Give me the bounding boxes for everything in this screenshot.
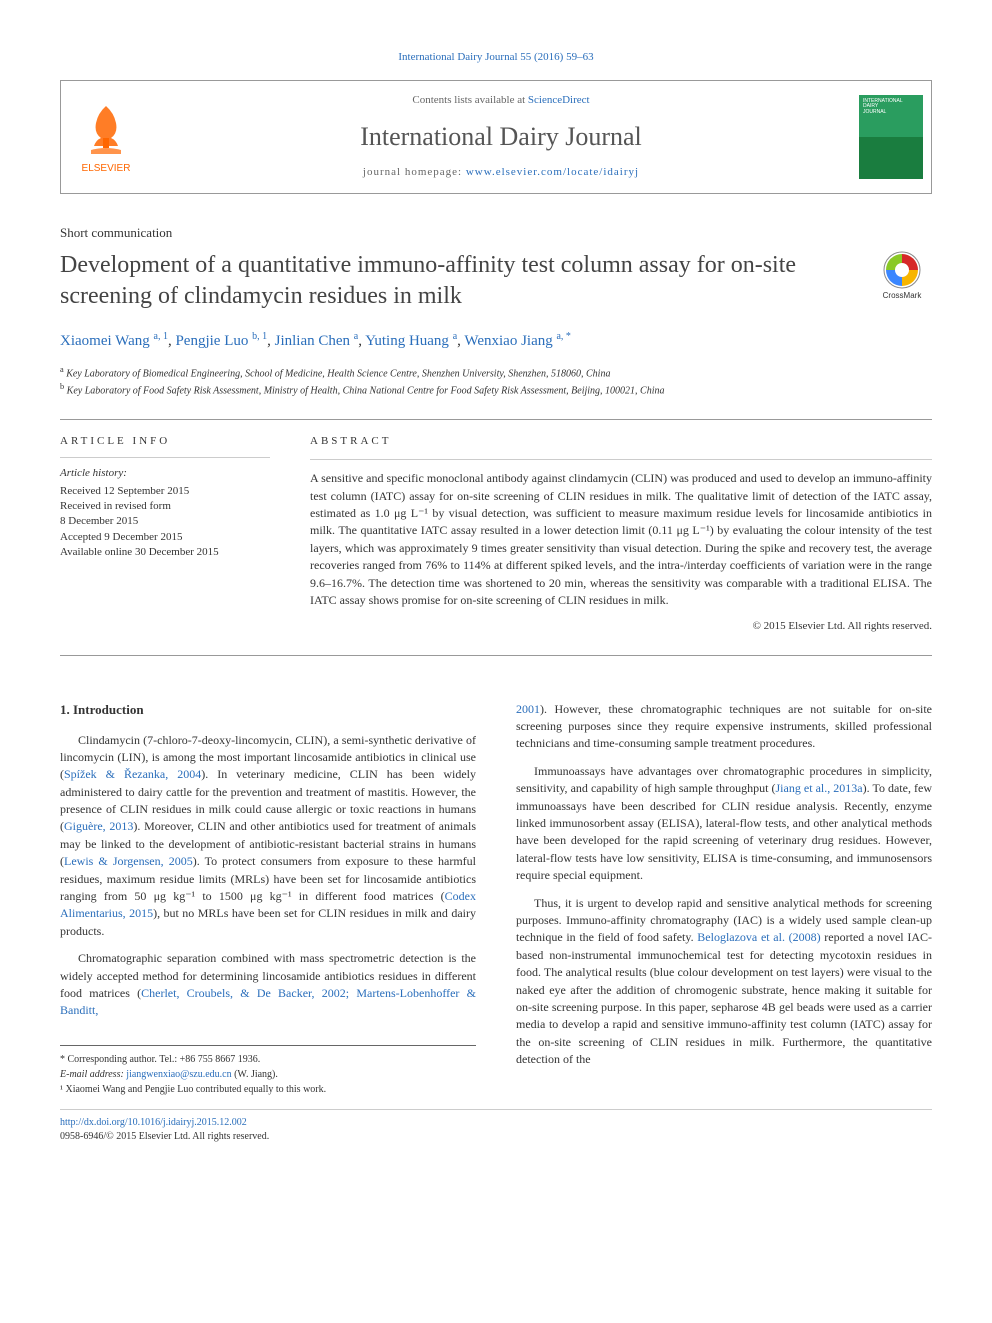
bottom-bar: http://dx.doi.org/10.1016/j.idairyj.2015… — [60, 1109, 932, 1144]
homepage-prefix: journal homepage: — [363, 166, 466, 178]
intro-paragraph-1: Clindamycin (7-chloro-7-deoxy-lincomycin… — [60, 732, 476, 941]
ref-link[interactable]: 2001 — [516, 702, 540, 716]
contents-line: Contents lists available at ScienceDirec… — [161, 93, 841, 108]
journal-header: ELSEVIER Contents lists available at Sci… — [60, 80, 932, 193]
issn-copyright: 0958-6946/© 2015 Elsevier Ltd. All right… — [60, 1131, 269, 1142]
ref-link[interactable]: Spížek & Řezanka, 2004 — [64, 767, 201, 781]
sciencedirect-link[interactable]: ScienceDirect — [528, 94, 590, 106]
affiliations: a Key Laboratory of Biomedical Engineeri… — [60, 364, 932, 399]
crossmark-badge[interactable]: CrossMark — [872, 250, 932, 301]
email-link[interactable]: jiangwenxiao@szu.edu.cn — [126, 1069, 231, 1080]
publisher-name: ELSEVIER — [82, 162, 131, 176]
article-title: Development of a quantitative immuno-aff… — [60, 250, 852, 312]
crossmark-icon — [882, 250, 922, 290]
ref-link[interactable]: Beloglazova et al. (2008) — [697, 930, 820, 944]
abstract-box: ABSTRACT A sensitive and specific monocl… — [310, 434, 932, 635]
info-divider — [60, 457, 270, 458]
elsevier-tree-icon — [76, 98, 136, 158]
article-type: Short communication — [60, 224, 932, 242]
intro-heading: 1. Introduction — [60, 701, 476, 720]
intro-paragraph-2: Chromatographic separation combined with… — [60, 950, 476, 1020]
right-column: 2001). However, these chromatographic te… — [516, 701, 932, 1097]
journal-homepage-link[interactable]: www.elsevier.com/locate/idairyj — [466, 166, 639, 178]
journal-homepage-line: journal homepage: www.elsevier.com/locat… — [161, 165, 841, 180]
history-heading: Article history: — [60, 466, 270, 481]
footnotes: * Corresponding author. Tel.: +86 755 86… — [60, 1045, 476, 1097]
ref-link[interactable]: Giguère, 2013 — [64, 819, 133, 833]
crossmark-label: CrossMark — [883, 290, 922, 301]
intro-paragraph-3: 2001). However, these chromatographic te… — [516, 701, 932, 753]
intro-paragraph-4: Immunoassays have advantages over chroma… — [516, 763, 932, 885]
abstract-heading: ABSTRACT — [310, 434, 932, 449]
doi-link[interactable]: http://dx.doi.org/10.1016/j.idairyj.2015… — [60, 1117, 247, 1128]
ref-link[interactable]: Lewis & Jorgensen, 2005 — [64, 854, 193, 868]
history-received: Received 12 September 2015 — [60, 484, 270, 499]
contents-prefix: Contents lists available at — [412, 94, 527, 106]
abstract-divider — [310, 459, 932, 460]
divider-top — [60, 419, 932, 420]
abstract-text: A sensitive and specific monoclonal anti… — [310, 470, 932, 609]
corresponding-author: * Corresponding author. Tel.: +86 755 86… — [60, 1052, 476, 1067]
citation-line: International Dairy Journal 55 (2016) 59… — [60, 50, 932, 65]
history-revised-2: 8 December 2015 — [60, 514, 270, 529]
email-line: E-mail address: jiangwenxiao@szu.edu.cn … — [60, 1067, 476, 1082]
left-column: 1. Introduction Clindamycin (7-chloro-7-… — [60, 701, 476, 1097]
article-info-box: ARTICLE INFO Article history: Received 1… — [60, 434, 270, 635]
history-online: Available online 30 December 2015 — [60, 545, 270, 560]
journal-cover-thumb[interactable]: INTERNATIONAL DAIRY JOURNAL — [851, 81, 931, 192]
equal-contribution: ¹ Xiaomei Wang and Pengjie Luo contribut… — [60, 1082, 476, 1097]
ref-link[interactable]: Jiang et al., 2013a — [776, 781, 863, 795]
article-info-heading: ARTICLE INFO — [60, 434, 270, 449]
elsevier-logo[interactable]: ELSEVIER — [61, 81, 151, 192]
authors-line: Xiaomei Wang a, 1, Pengjie Luo b, 1, Jin… — [60, 330, 932, 352]
history-accepted: Accepted 9 December 2015 — [60, 530, 270, 545]
journal-name-title: International Dairy Journal — [161, 119, 841, 155]
copyright-line: © 2015 Elsevier Ltd. All rights reserved… — [310, 619, 932, 634]
cover-line-3: JOURNAL — [863, 109, 886, 115]
affiliation-a: a Key Laboratory of Biomedical Engineeri… — [60, 364, 932, 381]
affiliation-b: b Key Laboratory of Food Safety Risk Ass… — [60, 381, 932, 398]
divider-bottom — [60, 655, 932, 656]
intro-paragraph-5: Thus, it is urgent to develop rapid and … — [516, 895, 932, 1069]
history-revised-1: Received in revised form — [60, 499, 270, 514]
